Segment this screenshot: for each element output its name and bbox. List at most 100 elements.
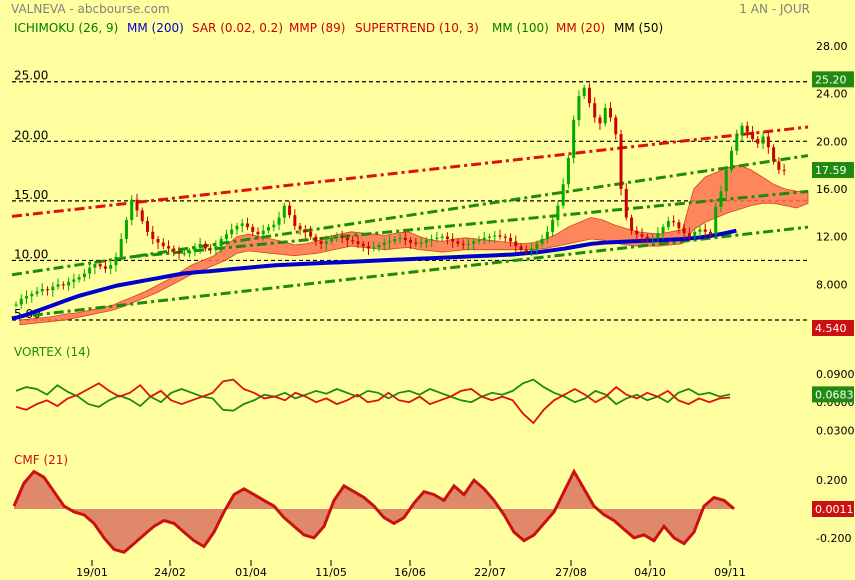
candle-body [119, 238, 123, 257]
x-tick-label: 24/02 [154, 566, 186, 579]
candle-body [309, 231, 313, 237]
candle-body [619, 134, 623, 189]
candle-body [672, 221, 676, 223]
cmf-panel: CMF (21) 0.200 -0.200 0.0011 [12, 453, 854, 554]
candle-body [256, 231, 260, 235]
y-tick-label: 20.00 [816, 135, 848, 148]
level-label: 15.00 [14, 188, 48, 202]
candle-body [130, 199, 134, 220]
candle-body [493, 235, 497, 237]
candle-body [782, 169, 786, 171]
candle-body [414, 242, 418, 244]
candle-body [235, 225, 239, 230]
x-tick-label: 09/11 [714, 566, 746, 579]
candle-body [424, 240, 428, 243]
candle-body [61, 284, 65, 286]
level-label: 20.00 [14, 128, 48, 142]
candle-body [640, 234, 644, 237]
price-badge [812, 162, 854, 179]
level-label: 25.00 [14, 69, 48, 83]
x-tick-label: 16/06 [394, 566, 426, 579]
candle-body [666, 221, 670, 228]
candle-body [477, 240, 481, 242]
candle-body [209, 248, 213, 250]
source-title: VALNEVA - abcbourse.com [11, 2, 170, 16]
legend-item: MM (50) [614, 21, 663, 35]
candle-body [77, 277, 81, 280]
candle-body [314, 236, 318, 242]
trend-line [11, 154, 809, 277]
candle-body [687, 233, 691, 237]
candle-body [103, 266, 107, 269]
candle-body [214, 246, 218, 250]
vortex-line [15, 378, 731, 425]
x-axis: 19/01 24/02 01/04 11/05 16/06 22/07 27/08 04/10… [76, 560, 746, 579]
candle-body [540, 238, 544, 244]
candle-body [224, 234, 228, 239]
candle-body [114, 256, 118, 266]
price-panel: 28.00 24.00 20.00 16.00 12.00 8.000 25.00 20.00… [11, 40, 854, 336]
candle-body [277, 217, 281, 225]
cmf-area [14, 471, 734, 553]
y-tick-label: 8.000 [816, 278, 848, 291]
candle-body [398, 237, 402, 239]
ichimoku-cloud [19, 164, 809, 326]
candle-body [198, 243, 202, 248]
candle-body [330, 237, 334, 242]
candle-body [430, 238, 434, 241]
candle-body [177, 250, 181, 254]
candle-body [82, 273, 86, 278]
candle-body [482, 237, 486, 241]
candle-body [535, 243, 539, 249]
candle-body [335, 236, 339, 238]
candle-body [366, 246, 370, 249]
candle-body [577, 96, 581, 120]
candle-body [419, 242, 423, 244]
candle-body [240, 223, 244, 226]
candle-body [161, 242, 165, 247]
legend-item: MM (20) [556, 21, 605, 35]
candle-body [509, 237, 513, 242]
candle-body [445, 236, 449, 239]
candle-body [88, 267, 92, 274]
trend-line [11, 225, 809, 320]
candle-body [188, 250, 192, 254]
candle-body [67, 281, 71, 286]
candle-body [545, 231, 549, 239]
candle-body [772, 147, 776, 162]
cmf-badge-label: 0.0011 [815, 503, 854, 516]
candle-body [19, 298, 23, 305]
candle-body [409, 240, 413, 243]
price-badge [812, 71, 854, 88]
candle-body [645, 236, 649, 239]
candle-body [740, 125, 744, 136]
candle-body [35, 291, 39, 294]
candle-body [146, 221, 150, 232]
candle-body [656, 233, 660, 238]
candle-body [498, 235, 502, 237]
candle-body [14, 304, 18, 306]
candle-body [267, 227, 271, 231]
candle-body [724, 169, 728, 192]
candle-body [661, 227, 665, 234]
candle-body [777, 161, 781, 170]
candle-body [582, 87, 586, 97]
period-label[interactable]: 1 AN - JOUR [739, 2, 810, 16]
candle-body [109, 265, 113, 269]
candle-body [514, 241, 518, 247]
candle-body [756, 138, 760, 144]
candle-body [461, 243, 465, 245]
vortex-badge-label: 0.0683 [815, 388, 854, 401]
level-label: 10.00 [14, 247, 48, 261]
candle-body [603, 107, 607, 124]
candle-body [230, 229, 234, 235]
price-badge-label: 17.59 [815, 164, 847, 177]
legend-item: MM (100) [492, 21, 549, 35]
candle-body [587, 87, 591, 104]
candle-body [340, 236, 344, 238]
candle-body [351, 240, 355, 242]
candle-body [745, 125, 749, 132]
candle-body [124, 219, 128, 239]
candle-body [372, 247, 376, 249]
